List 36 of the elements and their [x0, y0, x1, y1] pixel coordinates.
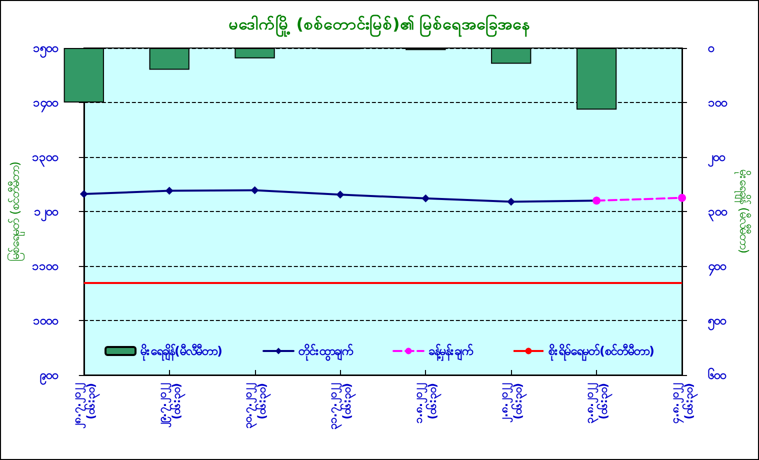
legend-label: တိုင်းထွာချက် [298, 342, 354, 362]
x-tick-label: ၂၉.၇.၂၀၂၂ (၀၆:၃၀) [156, 382, 186, 428]
y2-tick-label: ၁၀၀ [708, 96, 728, 110]
y2-tick-label: ၄၀၀ [707, 259, 727, 277]
y-axis-title: မြစ်ရေမှတ် (စင်တီမီတာ) [6, 161, 25, 262]
legend-label: ခန့်မှန်းချက် [428, 342, 474, 362]
point [678, 194, 686, 202]
y2-tick-label: ၃၀၀ [708, 204, 728, 222]
x-tick-label: ၃၀.၇.၂၀၂၂ (၀၆:၃၀) [241, 382, 272, 428]
x-tick-label: ၄.၈.၂၀၂၂ (၀၆:၃၀) [668, 382, 698, 424]
point [80, 190, 88, 198]
y-tick-label: ၁၁၀၀ [32, 259, 59, 273]
y2-tick-label: ၅၀၀ [707, 314, 727, 332]
x-tick-label: ၃.၈.၂၀၂၂ (၀၆:၃၀) [583, 382, 614, 424]
legend-label: စိုးရိမ်ရေမှတ်(စင်တီမီတာ) [548, 342, 654, 362]
y-tick-label: ၁၂၀၀ [34, 204, 59, 222]
x-tick-label: ၃၁.၇.၂၀၂၂ (၀၆:၃၀) [326, 382, 357, 430]
y-tick-label: ၁၄၀၀ [32, 96, 59, 114]
point [507, 198, 516, 206]
y2-axis-title: မိုးရေချိန် (မီလီမီတာ) [734, 169, 752, 254]
y-tick-label: ၁၅၀၀ [32, 41, 59, 59]
point [165, 186, 174, 195]
y2-tick-label: ၂၀၀ [707, 150, 726, 168]
y-tick-label: ၁၃၀၀ [32, 150, 59, 168]
y2-tick-label: ၀ [707, 41, 715, 55]
x-tick-label: ၂၈.၇.၂၀၂၂ (၀၆:၃၀) [70, 382, 100, 428]
point [336, 190, 344, 199]
y-tick-label: ၉၀၀ [38, 368, 59, 386]
y-tick-label: ၁၀၀၀ [32, 314, 59, 328]
x-tick-label: ၁.၈.၂၀၂၂ (၀၆:၃၀) [412, 382, 442, 424]
point [422, 194, 430, 202]
x-tick-label: ၂.၈.၂၀၂၂ (၀၆:၃၀) [498, 382, 528, 422]
legend-label: မိုးရေချိန်(မီလီမီတာ) [140, 342, 222, 362]
y2-tick-label: ၆၀၀ [707, 366, 727, 382]
point [250, 186, 259, 194]
chart-title: မဒေါက်မြို့ (စစ်တောင်းမြစ်)၏ မြစ်ရေအခြေအနေ [228, 14, 530, 38]
